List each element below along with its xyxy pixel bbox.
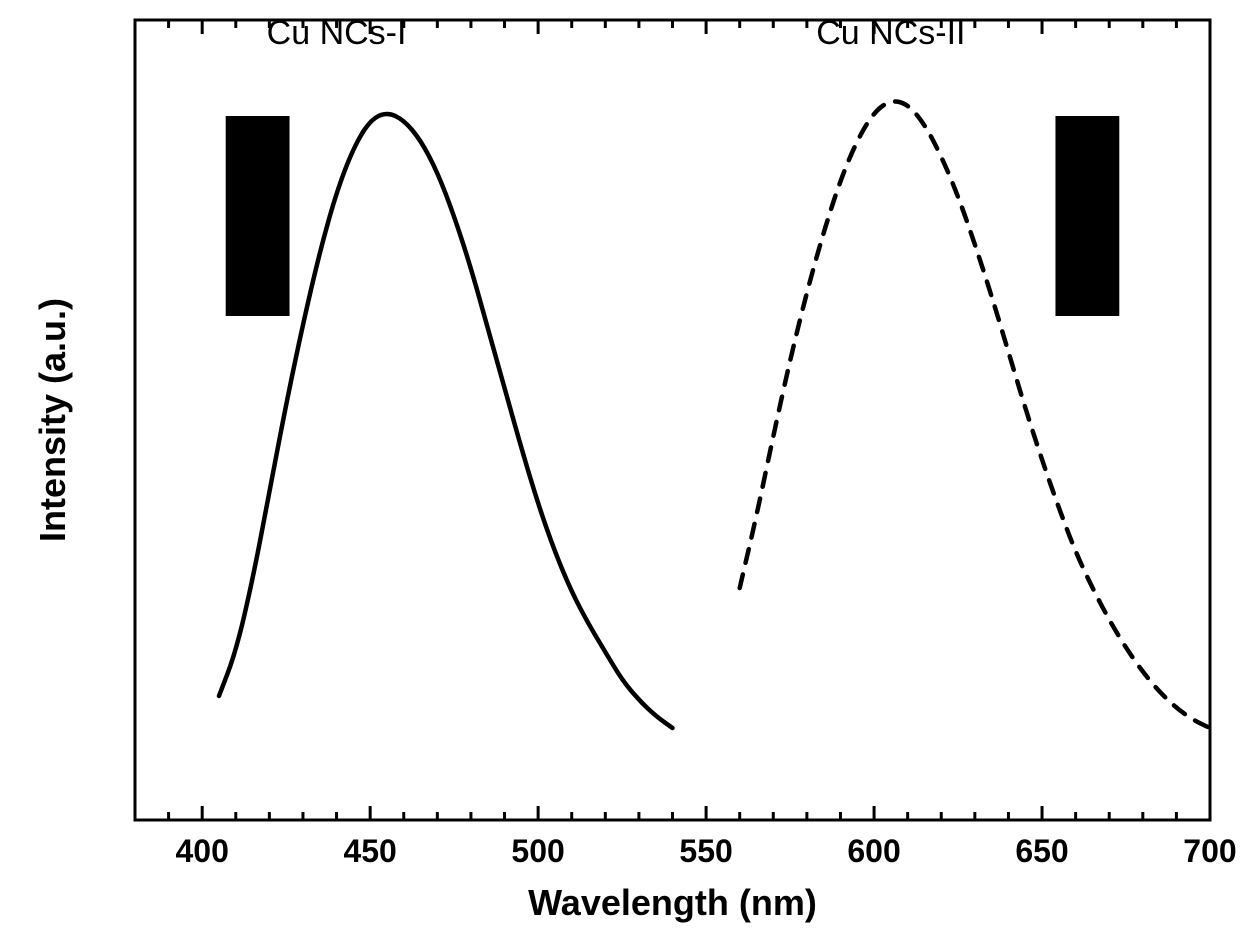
series-label-2: Cu NCs-II — [816, 14, 965, 52]
x-tick-label: 450 — [343, 833, 396, 869]
x-tick-label: 600 — [847, 833, 900, 869]
x-tick-label: 700 — [1183, 833, 1236, 869]
y-axis-label: Intensity (a.u.) — [32, 298, 73, 542]
inset-swatch-1 — [226, 116, 290, 316]
x-tick-label: 400 — [175, 833, 228, 869]
x-tick-label: 500 — [511, 833, 564, 869]
series-label-1: Cu NCs-I — [267, 14, 407, 52]
x-axis-label: Wavelength (nm) — [528, 882, 817, 923]
chart-svg: 400 450 500 550 600 650 700 Wavelength (nm) Inte… — [0, 0, 1240, 949]
x-tick-label: 650 — [1015, 833, 1068, 869]
x-tick-label: 550 — [679, 833, 732, 869]
inset-swatch-2 — [1055, 116, 1119, 316]
spectrum-chart: 400 450 500 550 600 650 700 Wavelength (nm) Inte… — [0, 0, 1240, 949]
